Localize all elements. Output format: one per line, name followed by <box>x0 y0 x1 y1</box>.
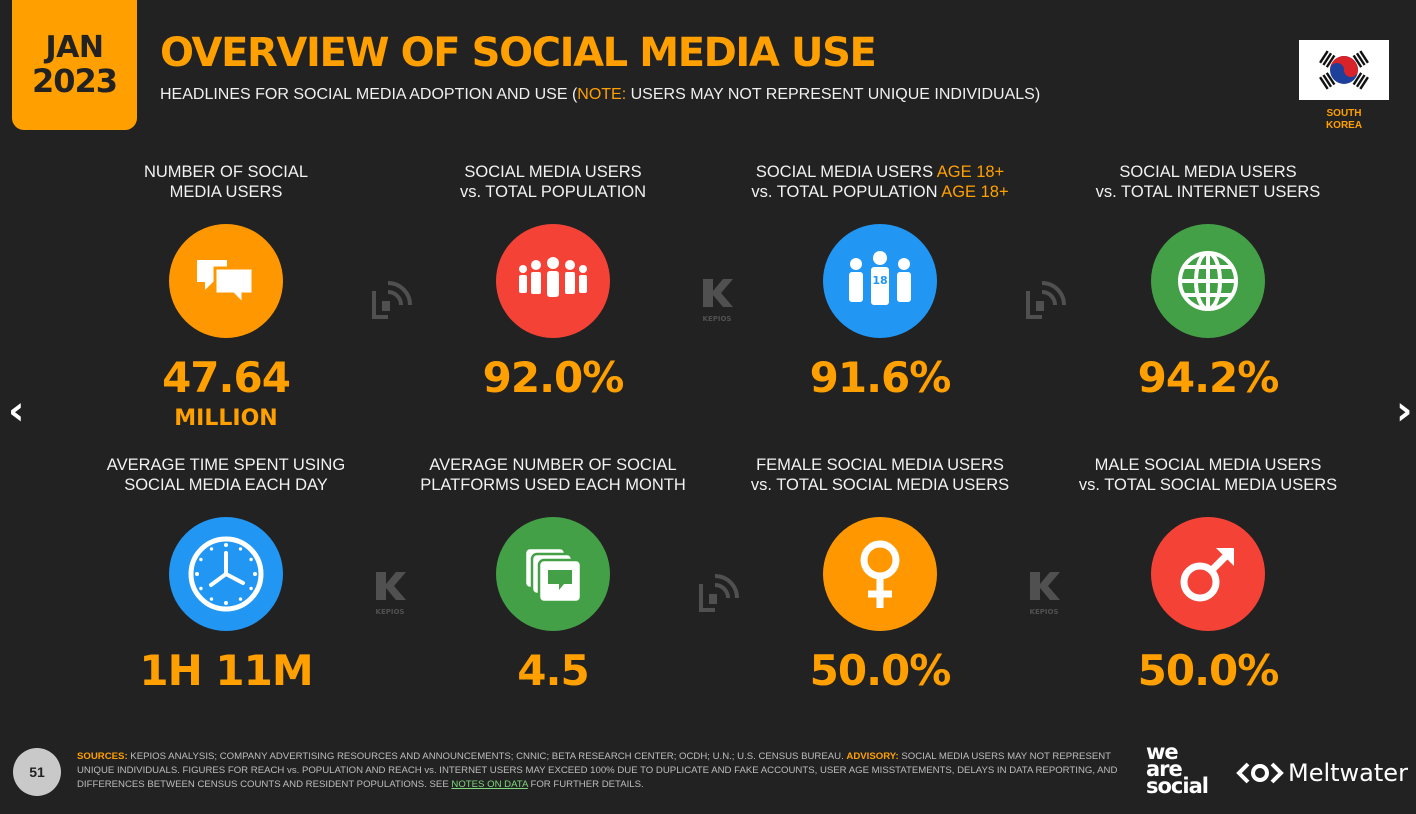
prev-slide-button[interactable]: ‹ <box>8 388 25 434</box>
stat-male-users: MALE SOCIAL MEDIA USERS vs. TOTAL SOCIAL … <box>1068 455 1348 695</box>
stat-unit: MILLION <box>174 406 278 431</box>
stat-users-18-vs-population-18: SOCIAL MEDIA USERS AGE 18+ vs. TOTAL POP… <box>740 162 1020 402</box>
speech-bubbles-icon <box>169 224 283 338</box>
stat-label: SOCIAL MEDIA USERS vs. TOTAL INTERNET USE… <box>1095 163 1321 201</box>
stat-label: SOCIAL MEDIA USERS vs. TOTAL POPULATION <box>459 163 647 201</box>
datareportal-watermark-icon <box>370 275 416 325</box>
svg-text:KEPIOS: KEPIOS <box>1030 608 1059 616</box>
stat-female-users: FEMALE SOCIAL MEDIA USERS vs. TOTAL SOCIA… <box>740 455 1020 695</box>
stat-value: 1H 11M <box>139 646 313 695</box>
next-slide-button[interactable]: › <box>1396 388 1413 434</box>
stat-avg-time-per-day: AVERAGE TIME SPENT USING SOCIAL MEDIA EAC… <box>86 455 366 695</box>
svg-text:KEPIOS: KEPIOS <box>376 608 405 616</box>
stat-value: 50.0% <box>809 646 952 695</box>
page-title: OVERVIEW OF SOCIAL MEDIA USE <box>160 30 877 76</box>
stat-value: 91.6% <box>809 353 952 402</box>
meltwater-logo: Meltwater <box>1236 759 1408 787</box>
meltwater-mark-icon <box>1236 762 1284 784</box>
stat-value: 50.0% <box>1137 646 1280 695</box>
stat-users-vs-internet-users: SOCIAL MEDIA USERS vs. TOTAL INTERNET USE… <box>1068 162 1348 402</box>
datareportal-watermark-icon <box>1024 275 1070 325</box>
adults-18-icon: 18 <box>823 224 937 338</box>
stat-value: 92.0% <box>482 353 625 402</box>
stat-social-media-users: NUMBER OF SOCIAL MEDIA USERS 47.64 MILLIO… <box>86 162 366 431</box>
date-month: JAN <box>45 30 105 65</box>
kepios-watermark-icon: KEPIOS <box>1024 568 1070 618</box>
page-number: 51 <box>13 748 61 796</box>
datareportal-watermark-icon <box>697 568 743 618</box>
south-korea-flag-icon <box>1299 40 1389 100</box>
svg-text:KEPIOS: KEPIOS <box>703 315 732 323</box>
svg-text:18: 18 <box>872 274 887 287</box>
page-subtitle: HEADLINES FOR SOCIAL MEDIA ADOPTION AND … <box>160 86 1041 103</box>
stat-avg-platforms-per-month: AVERAGE NUMBER OF SOCIAL PLATFORMS USED E… <box>413 455 693 695</box>
globe-icon <box>1151 224 1265 338</box>
notes-on-data-link[interactable]: NOTES ON DATA <box>451 779 528 790</box>
stat-label: AVERAGE TIME SPENT USING SOCIAL MEDIA EAC… <box>106 456 346 494</box>
stacked-chats-icon <box>496 517 610 631</box>
country-label: SOUTH KOREA <box>1325 108 1363 131</box>
stat-value: 94.2% <box>1137 353 1280 402</box>
people-group-icon <box>496 224 610 338</box>
sources-text: SOURCES: KEPIOS ANALYSIS; COMPANY ADVERT… <box>77 751 1118 790</box>
stat-label: FEMALE SOCIAL MEDIA USERS vs. TOTAL SOCIA… <box>750 456 1010 494</box>
stat-label: NUMBER OF SOCIAL MEDIA USERS <box>143 163 309 201</box>
date-badge: JAN 2023 <box>12 0 137 130</box>
stat-label: AVERAGE NUMBER OF SOCIAL PLATFORMS USED E… <box>420 456 686 494</box>
we-are-social-logo: we are social <box>1146 740 1209 798</box>
kepios-watermark-icon: KEPIOS <box>370 568 416 618</box>
male-symbol-icon <box>1151 517 1265 631</box>
female-symbol-icon <box>823 517 937 631</box>
stat-value: 47.64 <box>162 353 291 402</box>
stat-label: MALE SOCIAL MEDIA USERS vs. TOTAL SOCIAL … <box>1078 456 1338 494</box>
stat-users-vs-population: SOCIAL MEDIA USERS vs. TOTAL POPULATION 9… <box>413 162 693 402</box>
date-year: 2023 <box>31 62 118 100</box>
stat-value: 4.5 <box>517 646 589 695</box>
kepios-watermark-icon: KEPIOS <box>697 275 743 325</box>
stat-label: SOCIAL MEDIA USERS AGE 18+ vs. TOTAL POP… <box>751 163 1009 201</box>
clock-icon <box>169 517 283 631</box>
